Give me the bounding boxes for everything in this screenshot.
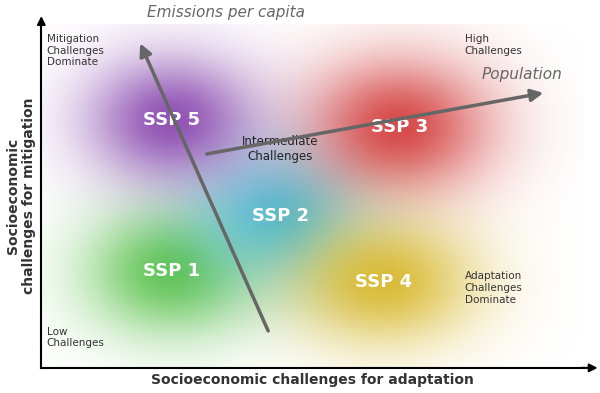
Text: SSP 2: SSP 2 [251, 208, 309, 226]
Y-axis label: Socioeconomic
challenges for mitigation: Socioeconomic challenges for mitigation [5, 97, 36, 294]
Text: High
Challenges: High Challenges [465, 34, 523, 55]
Text: Population: Population [482, 67, 562, 82]
Text: Low
Challenges: Low Challenges [47, 327, 104, 348]
Text: SSP 5: SSP 5 [143, 111, 200, 129]
Text: Emissions per capita: Emissions per capita [147, 5, 305, 20]
Text: Intermediate
Challenges: Intermediate Challenges [242, 135, 319, 163]
Text: Mitigation
Challenges
Dominate: Mitigation Challenges Dominate [47, 34, 104, 67]
Text: SSP 3: SSP 3 [371, 118, 428, 136]
X-axis label: Socioeconomic challenges for adaptation: Socioeconomic challenges for adaptation [151, 373, 474, 387]
Text: Adaptation
Challenges
Dominate: Adaptation Challenges Dominate [465, 272, 523, 305]
Text: SSP 1: SSP 1 [143, 263, 200, 281]
Text: SSP 4: SSP 4 [355, 273, 412, 291]
